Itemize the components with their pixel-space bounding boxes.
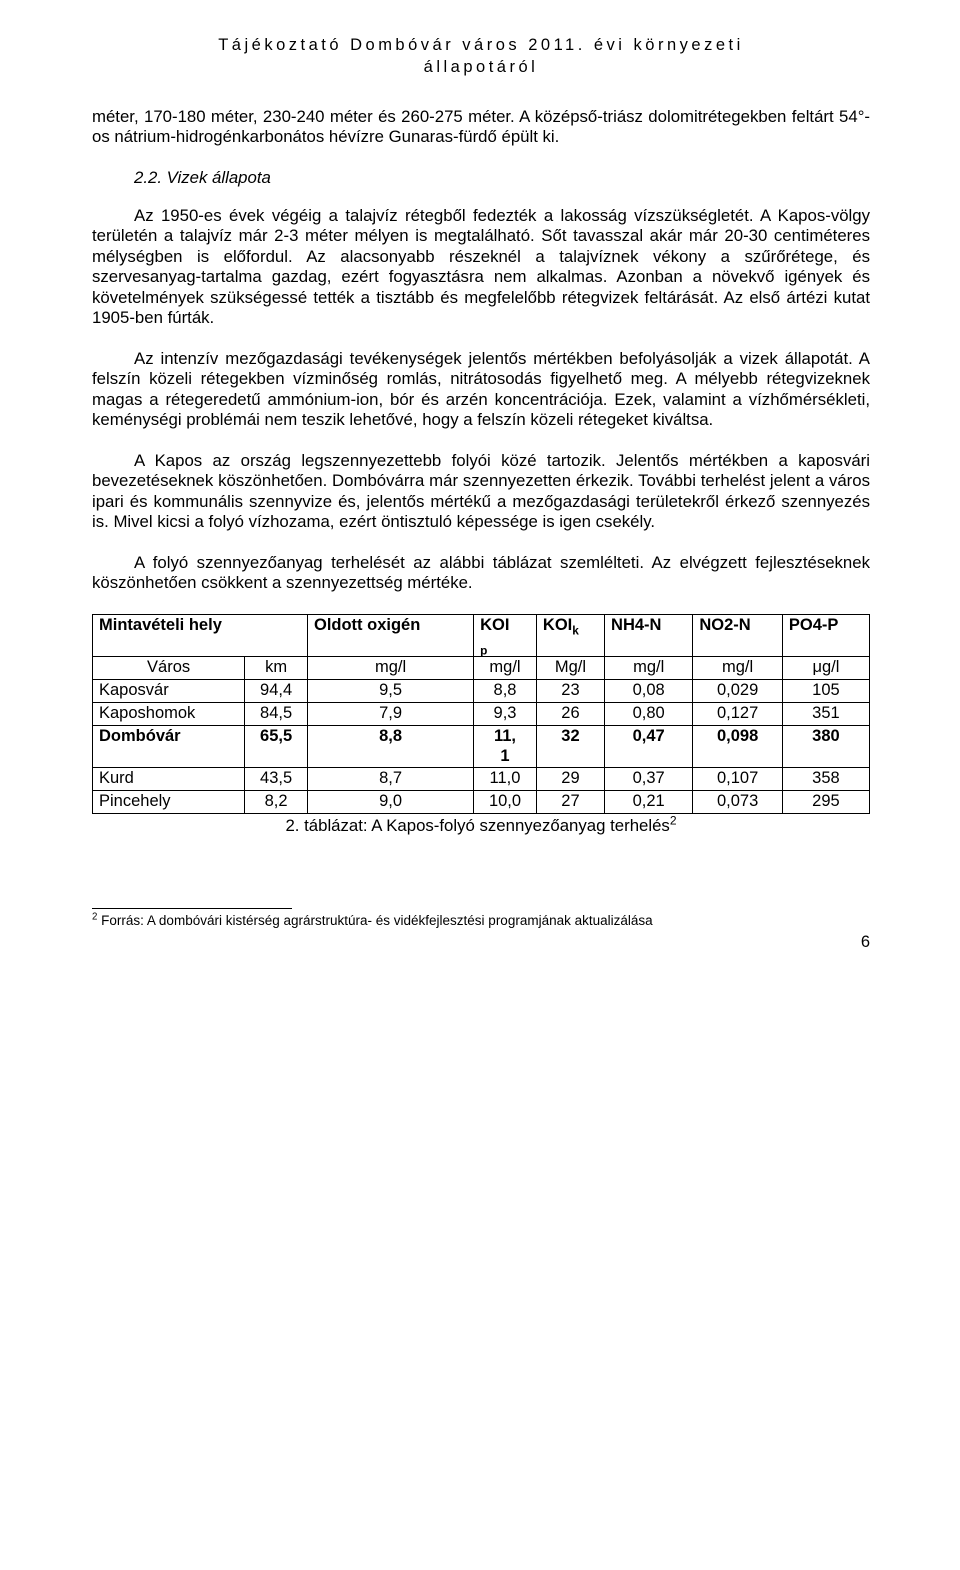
cell-po4: 351 bbox=[782, 702, 869, 725]
cell-koik: 27 bbox=[536, 791, 604, 814]
cell-koip: 9,3 bbox=[474, 702, 537, 725]
cell-koip: 8,8 bbox=[474, 680, 537, 703]
table-row: Pincehely 8,2 9,0 10,0 27 0,21 0,073 295 bbox=[93, 791, 870, 814]
cell-km: 43,5 bbox=[245, 768, 308, 791]
col-header-koik: KOIk bbox=[536, 614, 604, 657]
col-header-location: Mintavételi hely bbox=[93, 614, 308, 657]
cell-ox: 8,8 bbox=[307, 725, 473, 768]
unit-ugl: μg/l bbox=[782, 657, 869, 680]
section-title: 2.2. Vizek állapota bbox=[134, 168, 870, 188]
table-row-highlight: Dombóvár 65,5 8,8 11,1 32 0,47 0,098 380 bbox=[93, 725, 870, 768]
cell-koik: 32 bbox=[536, 725, 604, 768]
pollution-table: Mintavételi hely Oldott oxigén KOIp KOIk… bbox=[92, 614, 870, 814]
cell-nh4: 0,08 bbox=[605, 680, 693, 703]
cell-km: 65,5 bbox=[245, 725, 308, 768]
cell-koip: 11,0 bbox=[474, 768, 537, 791]
unit-mgl-3: mg/l bbox=[605, 657, 693, 680]
cell-no2: 0,127 bbox=[693, 702, 783, 725]
cell-nh4: 0,21 bbox=[605, 791, 693, 814]
header-line2: állapotáról bbox=[424, 58, 539, 76]
col-header-koip: KOIp bbox=[474, 614, 537, 657]
footnote: 2 Forrás: A dombóvári kistérség agrárstr… bbox=[92, 913, 870, 930]
cell-po4: 105 bbox=[782, 680, 869, 703]
cell-koik: 23 bbox=[536, 680, 604, 703]
cell-koik: 29 bbox=[536, 768, 604, 791]
header-line1: Tájékoztató Dombóvár város 2011. évi kör… bbox=[218, 36, 744, 54]
cell-koik: 26 bbox=[536, 702, 604, 725]
cell-name: Kaposhomok bbox=[93, 702, 245, 725]
cell-no2: 0,029 bbox=[693, 680, 783, 703]
table-row: Kaposvár 94,4 9,5 8,8 23 0,08 0,029 105 bbox=[93, 680, 870, 703]
table-units-row: Város km mg/l mg/l Mg/l mg/l mg/l μg/l bbox=[93, 657, 870, 680]
paragraph-2: Az 1950-es évek végéig a talajvíz rétegb… bbox=[92, 206, 870, 329]
paragraph-4: A Kapos az ország legszennyezettebb foly… bbox=[92, 451, 870, 533]
footnote-divider bbox=[92, 908, 292, 909]
cell-po4: 295 bbox=[782, 791, 869, 814]
cell-ox: 9,0 bbox=[307, 791, 473, 814]
unit-mgl-1: mg/l bbox=[307, 657, 473, 680]
paragraph-1: méter, 170-180 méter, 230-240 méter és 2… bbox=[92, 107, 870, 148]
page-header: Tájékoztató Dombóvár város 2011. évi kör… bbox=[92, 34, 870, 79]
col-header-no2: NO2-N bbox=[693, 614, 783, 657]
table-caption: 2. táblázat: A Kapos-folyó szennyezőanya… bbox=[92, 816, 870, 836]
cell-no2: 0,107 bbox=[693, 768, 783, 791]
paragraph-3: Az intenzív mezőgazdasági tevékenységek … bbox=[92, 349, 870, 431]
cell-no2: 0,073 bbox=[693, 791, 783, 814]
unit-km: km bbox=[245, 657, 308, 680]
cell-km: 8,2 bbox=[245, 791, 308, 814]
cell-nh4: 0,47 bbox=[605, 725, 693, 768]
cell-po4: 380 bbox=[782, 725, 869, 768]
cell-koip: 11,1 bbox=[474, 725, 537, 768]
col-header-po4: PO4-P bbox=[782, 614, 869, 657]
cell-ox: 7,9 bbox=[307, 702, 473, 725]
unit-Mgl: Mg/l bbox=[536, 657, 604, 680]
cell-km: 84,5 bbox=[245, 702, 308, 725]
cell-name: Dombóvár bbox=[93, 725, 245, 768]
cell-name: Kurd bbox=[93, 768, 245, 791]
unit-mgl-2: mg/l bbox=[474, 657, 537, 680]
cell-no2: 0,098 bbox=[693, 725, 783, 768]
cell-name: Pincehely bbox=[93, 791, 245, 814]
paragraph-5: A folyó szennyezőanyag terhelését az alá… bbox=[92, 553, 870, 594]
page-number: 6 bbox=[92, 932, 870, 952]
col-header-nh4: NH4-N bbox=[605, 614, 693, 657]
cell-name: Kaposvár bbox=[93, 680, 245, 703]
cell-koip: 10,0 bbox=[474, 791, 537, 814]
table-row: Kurd 43,5 8,7 11,0 29 0,37 0,107 358 bbox=[93, 768, 870, 791]
cell-nh4: 0,80 bbox=[605, 702, 693, 725]
col-header-oxygen: Oldott oxigén bbox=[307, 614, 473, 657]
unit-mgl-4: mg/l bbox=[693, 657, 783, 680]
cell-ox: 9,5 bbox=[307, 680, 473, 703]
table-row: Kaposhomok 84,5 7,9 9,3 26 0,80 0,127 35… bbox=[93, 702, 870, 725]
cell-nh4: 0,37 bbox=[605, 768, 693, 791]
table-header-row: Mintavételi hely Oldott oxigén KOIp KOIk… bbox=[93, 614, 870, 657]
unit-city: Város bbox=[93, 657, 245, 680]
cell-po4: 358 bbox=[782, 768, 869, 791]
footnote-text: Forrás: A dombóvári kistérség agrárstruk… bbox=[97, 913, 652, 928]
cell-km: 94,4 bbox=[245, 680, 308, 703]
cell-ox: 8,7 bbox=[307, 768, 473, 791]
